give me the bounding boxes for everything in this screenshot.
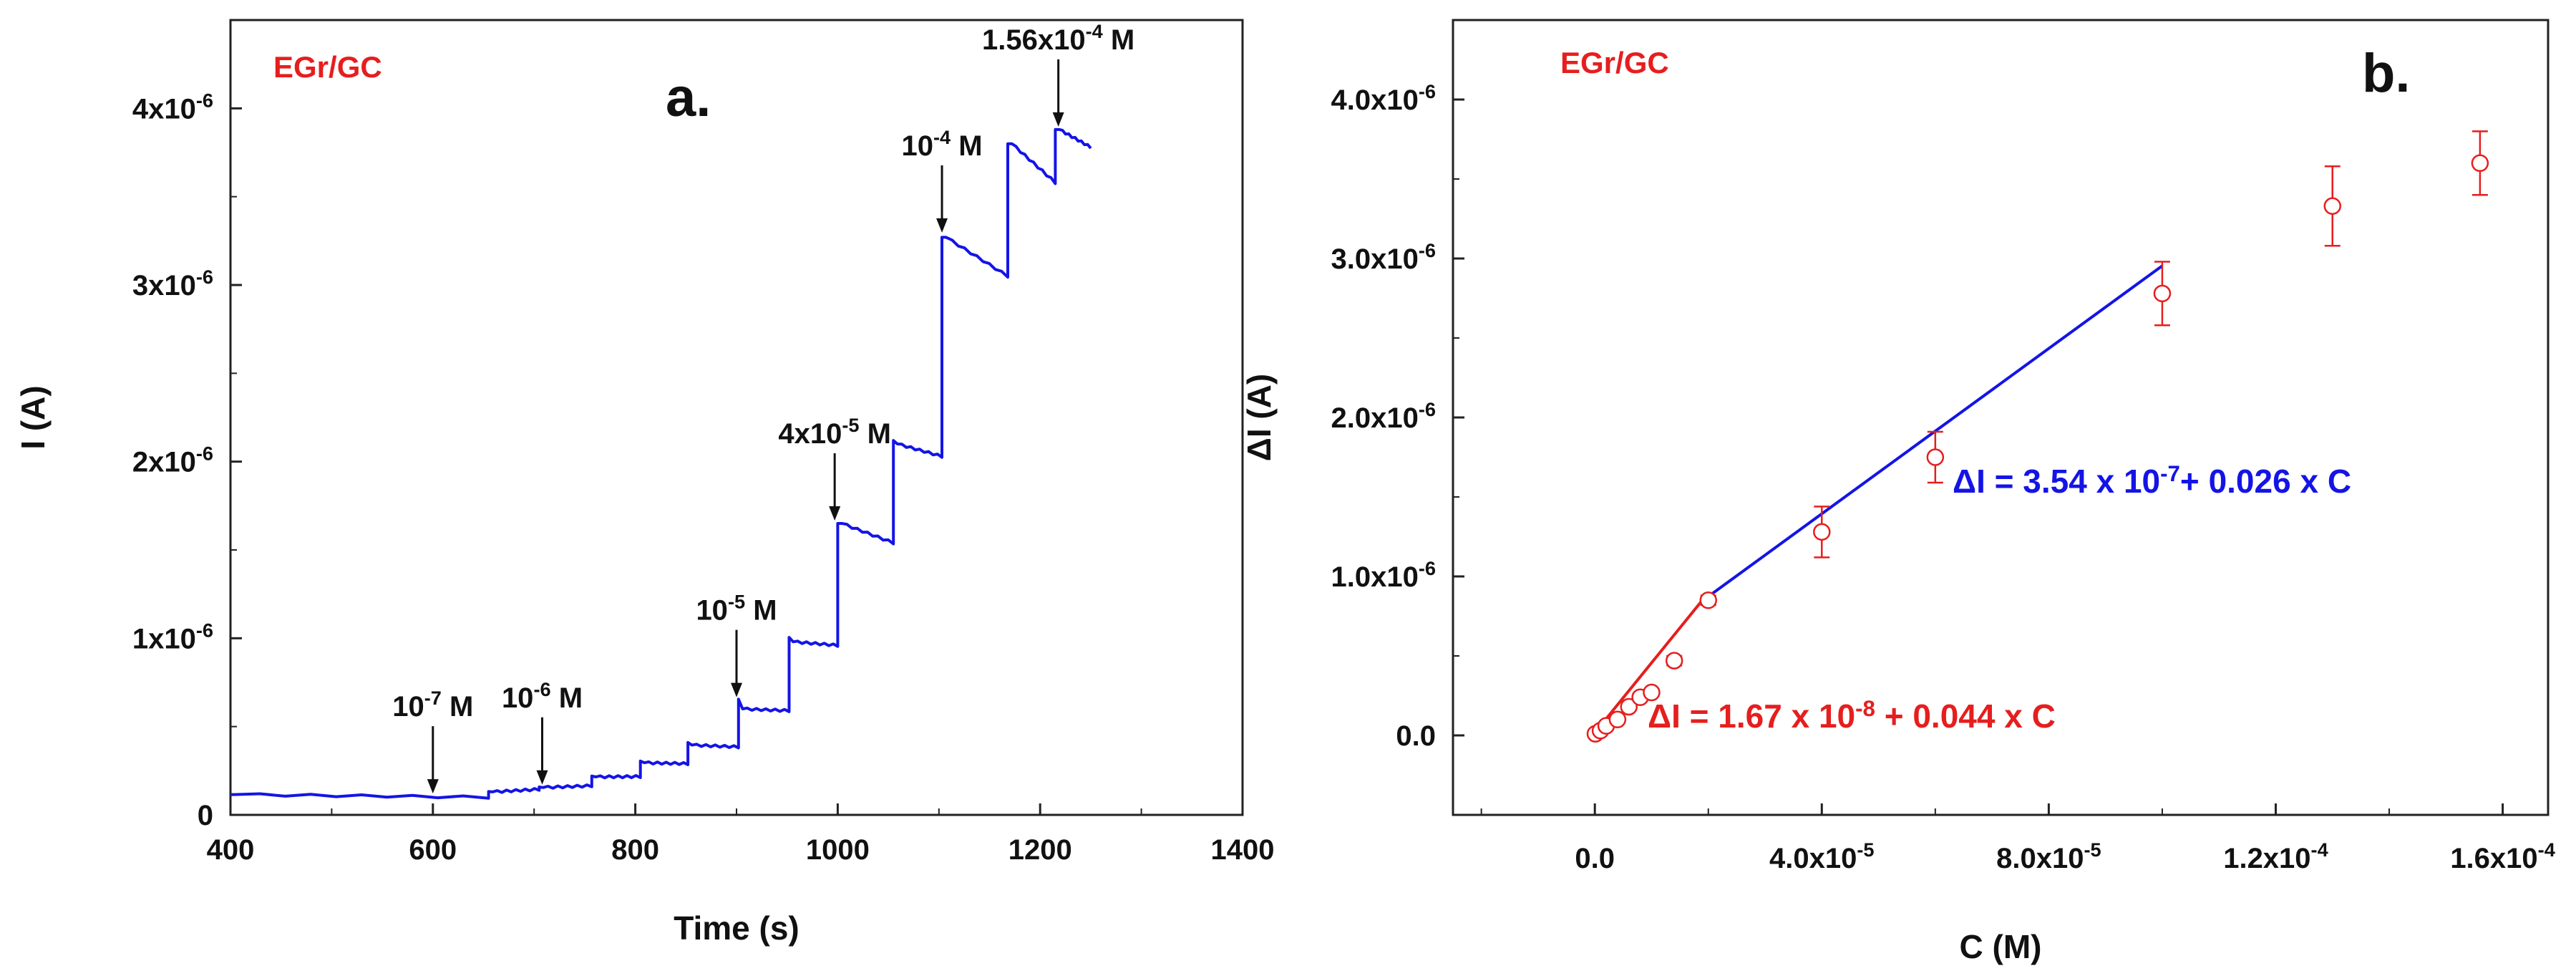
a-ytick-label: 2x10-6 <box>132 443 213 478</box>
panel-b-xlabel: C (M) <box>1960 928 2042 965</box>
panel-a-xlabel: Time (s) <box>674 909 799 947</box>
a-ytick-label: 0 <box>198 800 213 831</box>
panel-a-ticks: 400 600 800 1000 1200 1400 0 1x10-6 2x10-6 3x10-6… <box>132 89 1275 866</box>
b-fit-line <box>1593 591 1710 734</box>
panel-b-points <box>1586 130 2489 743</box>
a-xtick-label: 600 <box>409 834 457 866</box>
panel-b-frame <box>1452 19 2550 816</box>
a-concentration-label: 10-7 M <box>392 687 473 723</box>
a-ytick-label: 1x10-6 <box>132 619 213 654</box>
panel-b-label: b. <box>2362 43 2411 104</box>
a-arrow-head <box>1052 112 1064 127</box>
b-ytick-label: 2.0x10-6 <box>1331 398 1436 434</box>
b-xtick-label: 1.6x10-4 <box>2450 839 2555 874</box>
b-data-point <box>1926 448 1945 466</box>
b-xtick-label: 8.0x10-5 <box>1996 839 2101 874</box>
panel-a-ylabel: I (A) <box>14 385 52 449</box>
panel-a-curve-group <box>230 127 1092 800</box>
a-xtick-label: 800 <box>611 834 659 866</box>
a-xtick-label: 1000 <box>806 834 870 866</box>
b-xtick-label: 1.2x10-4 <box>2223 839 2328 874</box>
b-data-point <box>1643 683 1661 702</box>
panel-a: 400 600 800 1000 1200 1400 0 1x10-6 2x10-6 3x10-6… <box>14 19 1275 947</box>
b-data-point <box>1813 523 1831 541</box>
a-concentration-label: 10-5 M <box>696 591 777 627</box>
panel-a-annotations: 10-7 M 10-6 M 10-5 M 4x10-5 M 10-4 M 1.56x10-… <box>392 20 1134 794</box>
a-arrow-head <box>936 218 948 233</box>
b-data-point <box>2471 154 2489 173</box>
a-ytick-label: 3x10-6 <box>132 266 213 301</box>
panel-b: 0.0 4.0x10-5 8.0x10-5 1.2x10-4 1.6x10-4 0.0 1.… <box>1240 19 2555 965</box>
b-xtick-label: 0.0 <box>1575 843 1615 874</box>
panel-b-tag: EGr/GC <box>1560 46 1669 79</box>
a-ytick-label: 4x10-6 <box>132 89 213 125</box>
b-data-point <box>1665 652 1683 670</box>
b-ytick-label: 1.0x10-6 <box>1331 557 1436 593</box>
a-xtick-label: 1200 <box>1008 834 1072 866</box>
panel-a-tag: EGr/GC <box>273 50 382 84</box>
a-arrow-head <box>731 682 742 697</box>
b-equation-blue: ΔI = 3.54 x 10-7+ 0.026 x C <box>1953 461 2351 500</box>
b-ytick-label: 3.0x10-6 <box>1331 239 1436 275</box>
panel-b-equations: ΔI = 1.67 x 10-8 + 0.044 x C ΔI = 3.54 x … <box>1648 461 2351 735</box>
b-ytick-label: 0.0 <box>1396 720 1436 752</box>
panel-b-ylabel: ΔI (A) <box>1240 374 1278 461</box>
b-xtick-label: 4.0x10-5 <box>1769 839 1875 874</box>
a-current-curve <box>230 127 1092 800</box>
a-xtick-label: 1400 <box>1211 834 1275 866</box>
a-concentration-label: 4x10-5 M <box>778 414 891 450</box>
a-arrow-head <box>829 506 841 521</box>
a-concentration-label: 10-6 M <box>502 678 583 714</box>
b-data-point <box>1608 710 1627 729</box>
b-data-point <box>1699 591 1717 609</box>
b-equation-red: ΔI = 1.67 x 10-8 + 0.044 x C <box>1648 696 2056 735</box>
panel-a-label: a. <box>666 67 711 128</box>
b-data-point <box>2323 197 2342 215</box>
a-arrow-head <box>536 770 548 785</box>
a-arrow-head <box>427 779 439 794</box>
a-concentration-label: 1.56x10-4 M <box>982 20 1134 56</box>
a-xtick-label: 400 <box>207 834 255 866</box>
b-data-point <box>1620 697 1638 716</box>
a-concentration-label: 10-4 M <box>901 126 982 162</box>
panel-b-ticks: 0.0 4.0x10-5 8.0x10-5 1.2x10-4 1.6x10-4 0.0 1.… <box>1331 80 2555 874</box>
b-data-point <box>2153 284 2172 303</box>
b-ytick-label: 4.0x10-6 <box>1331 80 1436 116</box>
